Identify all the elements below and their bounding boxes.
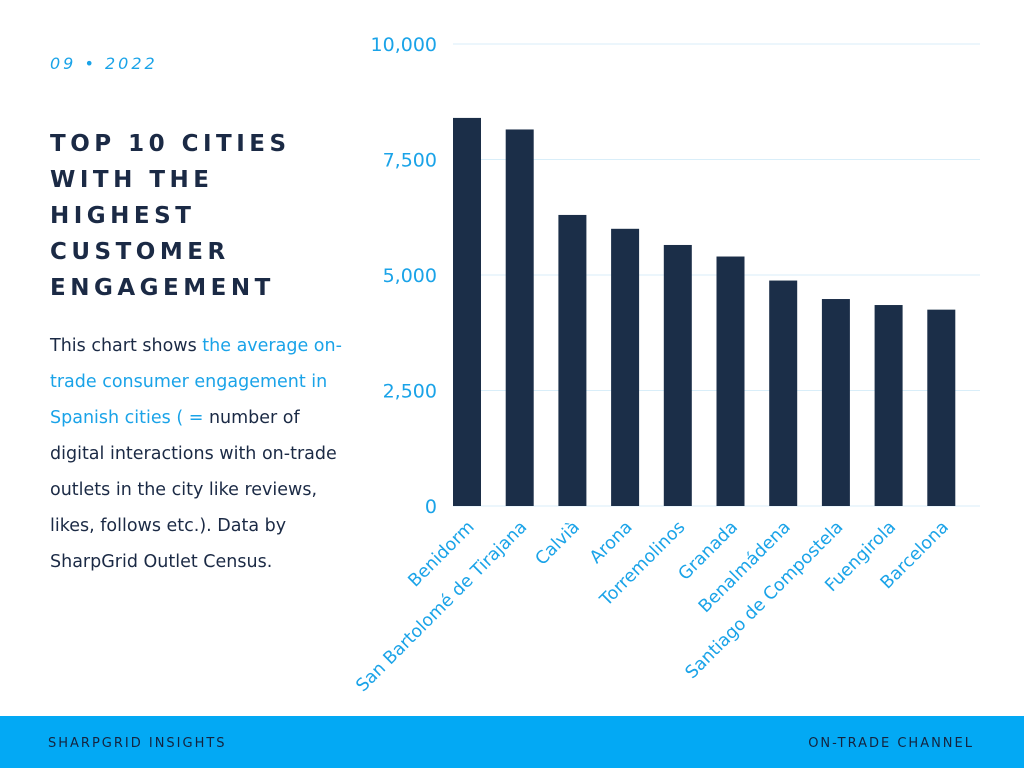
bar	[821, 299, 850, 506]
y-tick-label: 7,500	[383, 150, 437, 172]
description-text: This chart shows	[50, 336, 203, 356]
description-highlight: the average on-trade consumer engagement…	[50, 336, 342, 428]
description-text-rest: number of digital interactions with on-t…	[50, 408, 337, 572]
x-tick-label: Benalmádena	[695, 517, 795, 617]
y-tick-label: 2,500	[383, 381, 437, 403]
footer-bar: SharpGrid Insights On-Trade Channel	[0, 716, 1024, 768]
bar	[716, 256, 745, 506]
y-tick-label: 0	[425, 496, 437, 518]
bar	[505, 129, 534, 506]
footer-channel: On-Trade Channel	[808, 736, 974, 751]
bar	[453, 117, 481, 507]
footer-brand: SharpGrid Insights	[48, 736, 227, 751]
bar	[663, 244, 692, 506]
x-tick-label: Arona	[586, 517, 636, 567]
x-tick-label: Calvià	[532, 517, 584, 569]
page-title: Top 10 cities with the highest customer …	[50, 131, 291, 301]
bar	[611, 228, 640, 507]
report-date: 09 • 2022	[50, 54, 158, 73]
chart-description: This chart shows the average on-trade co…	[50, 328, 345, 580]
bar	[927, 309, 956, 506]
bar	[769, 280, 798, 506]
y-tick-label: 5,000	[383, 265, 437, 287]
y-tick-label: 10,000	[371, 34, 437, 56]
bar	[558, 214, 587, 506]
bar	[874, 305, 903, 506]
